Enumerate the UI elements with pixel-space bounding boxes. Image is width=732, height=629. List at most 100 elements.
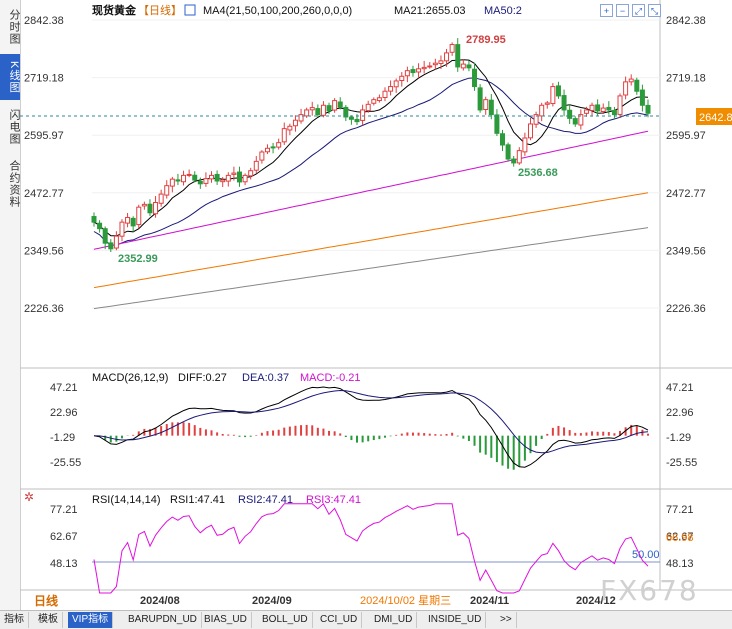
candle [639,84,645,112]
tab-indicator[interactable]: 指标 [0,612,29,628]
rsi-line [93,503,649,594]
annotation-high: 2789.95 [466,34,506,46]
candle [225,172,231,187]
tab-boll[interactable]: BOLL_UD [258,612,313,628]
macd-lines [93,386,649,468]
time-label-nov: 2024/11 [470,595,509,607]
candle [337,97,343,110]
candle [572,116,578,127]
tab-barupdn[interactable]: BARUPDN_UD [124,612,202,628]
candle [544,100,550,109]
price-tick-label: 2226.36 [666,303,706,315]
macd-tick-label-left: 22.96 [50,407,78,419]
candle [533,111,539,128]
candle [169,176,175,193]
plus-icon[interactable]: + [600,4,613,17]
candle [488,94,494,120]
annotation-mid-low: 2536.68 [518,167,558,179]
rsi-level-label: 50.00 [632,549,660,561]
candle [578,109,584,130]
last-price-badge [696,108,732,125]
candle [460,59,466,71]
candle [432,58,438,70]
tab-time-share[interactable]: 分时图 [8,9,20,45]
candle [416,63,422,79]
tab-kline[interactable]: K线图 [0,54,20,100]
candle [539,102,545,122]
tab-dmi[interactable]: DMI_UD [370,612,418,628]
candle [192,171,198,183]
candle [449,42,455,56]
minus-icon[interactable]: − [616,4,629,17]
macd-diff-line [93,386,649,468]
candle [623,76,629,100]
candle [248,167,254,180]
candle [209,171,215,183]
last-price-label: 2642.88 [699,112,732,124]
rsi-tick-label: 77.21 [666,504,694,516]
candle [253,156,259,174]
price-tick-label-left: 2349.56 [24,245,64,257]
macd-title: MACD(26,12,9) [92,372,168,384]
macd-axis-ticks: 47.21 47.21 22.96 22.96 -1.29 -1.29 -25.55 -25.… [50,382,697,469]
moving-average-lines [93,59,649,310]
candle [320,101,326,118]
candle [276,138,282,150]
candle [214,170,220,185]
candle [561,89,567,117]
chart-area[interactable]: 现货黄金 【日线】 MA4(21,50,100,200,260,0,0,0) M… [20,0,732,610]
candle [483,96,489,115]
rsi-title: RSI(14,14,14) [92,494,160,506]
rsi-settings-icon[interactable]: ✲ [24,490,34,504]
rsi-right-value: 66.98 [666,532,694,544]
tab-bias[interactable]: BIAS_UD [200,612,252,628]
macd-tick-label: 47.21 [666,382,694,394]
price-grid [92,19,660,309]
candle [270,142,276,154]
candle [477,84,483,113]
tab-vip-indicator[interactable]: VIP指标 [68,612,114,628]
tab-more[interactable]: >> [496,612,517,628]
candle [376,94,382,103]
bottom-tab-bar: 指标 模板 VIP指标 BARUPDN_UD BIAS_UD BOLL_UD C… [0,610,732,629]
period-label[interactable]: 日线 [34,594,59,608]
time-label-aug: 2024/08 [140,595,180,607]
candle [264,144,270,155]
candle [595,99,601,117]
candle [505,142,511,162]
candle [634,77,640,95]
collapse-icon[interactable]: ⤡ [648,4,661,17]
candle [567,103,573,124]
tab-template[interactable]: 模板 [34,612,63,628]
candle [628,74,634,86]
price-tick-label: 2842.38 [666,15,706,27]
ma21-value: MA21:2655.03 [394,5,466,17]
candle [304,107,310,118]
candle [516,147,522,165]
macd-histogram [98,422,649,470]
tab-flash[interactable]: 闪电图 [8,109,20,145]
candle [113,231,119,251]
tab-cci[interactable]: CCI_UD [316,612,363,628]
candle [371,97,377,106]
candle [421,60,427,74]
candle [555,81,561,99]
ma50-value: MA50:2 [484,5,522,17]
expand-icon[interactable]: ⤢ [632,4,645,17]
candle [393,78,399,93]
rsi-tick-label: 48.13 [666,558,694,570]
macd-diff: DIFF:0.27 [178,372,227,384]
indicator-toggle-icon[interactable] [184,4,196,16]
macd-tick-label-left: -1.29 [50,432,75,444]
rsi1-value: RSI1:47.41 [170,494,225,506]
candle [141,201,147,210]
tab-inside[interactable]: INSIDE_UD [424,612,487,628]
rsi-tick-label-left: 77.21 [50,504,78,516]
price-tick-label-left: 2472.77 [24,188,64,200]
candle [130,216,136,233]
price-tick-label-left: 2719.18 [24,73,64,85]
macd-hist: MACD:-0.21 [300,372,361,384]
rsi-axis-ticks: 77.21 77.21 62.67 62.67 48.13 48.13 [50,504,694,570]
tab-contract-info[interactable]: 合约资料 [8,160,20,208]
candle [617,93,623,119]
